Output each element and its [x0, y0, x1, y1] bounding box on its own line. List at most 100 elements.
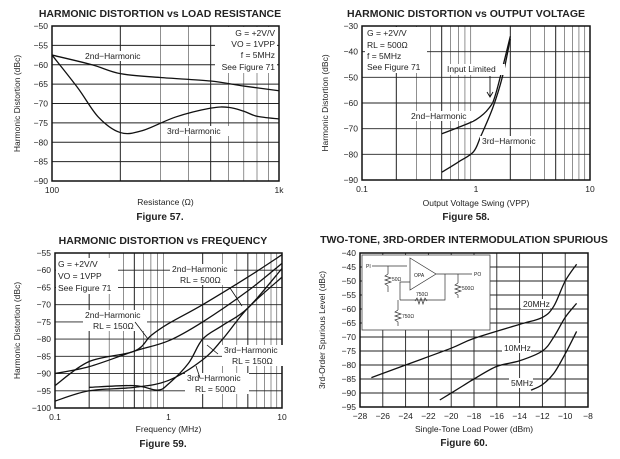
y-tick-label: −50	[34, 21, 49, 31]
y-tick-label: −100	[32, 403, 51, 413]
y-tick-label: −80	[34, 137, 49, 147]
y-tick-label: −50	[342, 276, 357, 286]
conditions-background	[365, 27, 427, 73]
y-axis-label: Harmonic Distortion (dBc)	[12, 55, 22, 152]
y-tick-label: −60	[34, 60, 49, 70]
series-line	[441, 38, 511, 173]
test-condition: f = 5MHz	[367, 51, 401, 61]
series-label: 2nd−Harmonic	[411, 111, 467, 121]
series-line	[51, 54, 280, 92]
y-tick-label: −60	[37, 265, 52, 275]
x-tick-label: −18	[467, 411, 482, 421]
y-tick-label: −50	[344, 72, 359, 82]
conditions-background	[215, 27, 277, 73]
label-background	[170, 264, 234, 285]
conditions-background	[56, 258, 118, 294]
series-sublabel: RL = 500Ω	[180, 275, 221, 285]
chart-4: TWO-TONE, 3RD-ORDER INTERMODULATION SPUR…	[317, 234, 608, 449]
figure-caption: Figure 58.	[442, 212, 489, 223]
label-background	[409, 111, 473, 121]
series-label: 3rd−Harmonic	[167, 126, 221, 136]
y-tick-label: −70	[37, 300, 52, 310]
y-tick-label: −65	[34, 79, 49, 89]
x-tick-label: 0.1	[356, 184, 368, 194]
label-background	[502, 343, 531, 353]
test-condition: G = +2V/V	[58, 259, 98, 269]
inset-label: 750Ω	[402, 314, 414, 320]
series-label: 5MHz	[511, 378, 533, 388]
series-sublabel: RL = 500Ω	[195, 384, 236, 394]
x-axis-label: Output Voltage Swing (VPP)	[423, 198, 530, 208]
leader-line	[229, 287, 243, 307]
y-tick-label: −55	[37, 248, 52, 258]
y-tick-label: −70	[34, 99, 49, 109]
x-axis-label: Single-Tone Load Power (dBm)	[415, 424, 533, 434]
x-tick-label: 1k	[275, 185, 285, 195]
plot-frame	[54, 252, 283, 409]
test-condition: G = +2V/V	[367, 28, 407, 38]
series-label: 20MHz	[523, 299, 550, 309]
x-tick-label: −28	[353, 411, 368, 421]
inset-label: OPA	[414, 273, 425, 279]
x-tick-label: −14	[512, 411, 527, 421]
test-condition: VO = 1VPP	[231, 39, 275, 49]
input-limited-label: Input Limited	[447, 64, 496, 74]
inset-label: 750Ω	[416, 292, 428, 298]
y-tick-label: −40	[342, 248, 357, 258]
plot-frame	[361, 25, 591, 181]
label-background	[445, 64, 505, 75]
x-tick-label: 1	[474, 184, 479, 194]
y-tick-label: −95	[342, 402, 357, 412]
y-tick-label: −65	[342, 318, 357, 328]
x-tick-label: −26	[376, 411, 391, 421]
chart-1: HARMONIC DISTORTION vs LOAD RESISTANCE−5…	[12, 8, 284, 223]
circuit-wires	[372, 257, 472, 310]
series-line	[371, 263, 578, 379]
y-tick-label: −75	[34, 118, 49, 128]
chart-title: HARMONIC DISTORTION vs OUTPUT VOLTAGE	[347, 8, 585, 20]
y-tick-label: −75	[37, 317, 52, 327]
series-label: 2nd−Harmonic	[172, 264, 228, 274]
x-tick-label: 100	[45, 185, 59, 195]
y-tick-label: −90	[34, 176, 49, 186]
series-line	[54, 262, 283, 375]
test-condition: G = +2V/V	[235, 28, 275, 38]
figure-caption: Figure 59.	[139, 439, 186, 450]
x-tick-label: −12	[535, 411, 550, 421]
chart-title: TWO-TONE, 3RD-ORDER INTERMODULATION SPUR…	[320, 234, 608, 246]
x-tick-label: −24	[398, 411, 413, 421]
y-tick-label: −45	[342, 262, 357, 272]
y-tick-label: −70	[342, 332, 357, 342]
x-axis-label: Frequency (MHz)	[136, 424, 202, 434]
y-tick-label: −95	[37, 386, 52, 396]
x-tick-label: −22	[421, 411, 436, 421]
leader-line	[206, 344, 219, 355]
series-label: 3rd−Harmonic	[482, 136, 536, 146]
label-background	[480, 136, 544, 146]
y-axis-label: Harmonic Distortion (dBc)	[12, 282, 22, 379]
inset-label: PO	[474, 272, 481, 278]
label-background	[165, 126, 229, 136]
inset-label: 500Ω	[462, 286, 474, 292]
test-condition: See Figure 71	[222, 62, 276, 72]
chart-2: HARMONIC DISTORTION vs OUTPUT VOLTAGE−30…	[320, 8, 595, 223]
series-label: 3rd−Harmonic	[224, 345, 278, 355]
y-tick-label: −85	[342, 374, 357, 384]
x-tick-label: −16	[490, 411, 505, 421]
plot-frame	[359, 252, 589, 408]
x-tick-label: −8	[583, 411, 593, 421]
label-background	[83, 51, 147, 61]
y-tick-label: −85	[34, 157, 49, 167]
series-sublabel: RL = 150Ω	[93, 321, 134, 331]
figure-caption: Figure 57.	[136, 212, 183, 223]
circuit-resistors	[383, 273, 463, 326]
y-axis-label: 3rd-Order Spurious Level (dBc)	[317, 271, 327, 389]
chart-title: HARMONIC DISTORTION vs FREQUENCY	[59, 235, 268, 247]
series-line	[439, 302, 578, 401]
inset-label: 50Ω	[392, 277, 402, 283]
y-tick-label: −30	[344, 21, 359, 31]
inset-label: PI	[366, 264, 371, 270]
y-tick-label: −90	[342, 388, 357, 398]
